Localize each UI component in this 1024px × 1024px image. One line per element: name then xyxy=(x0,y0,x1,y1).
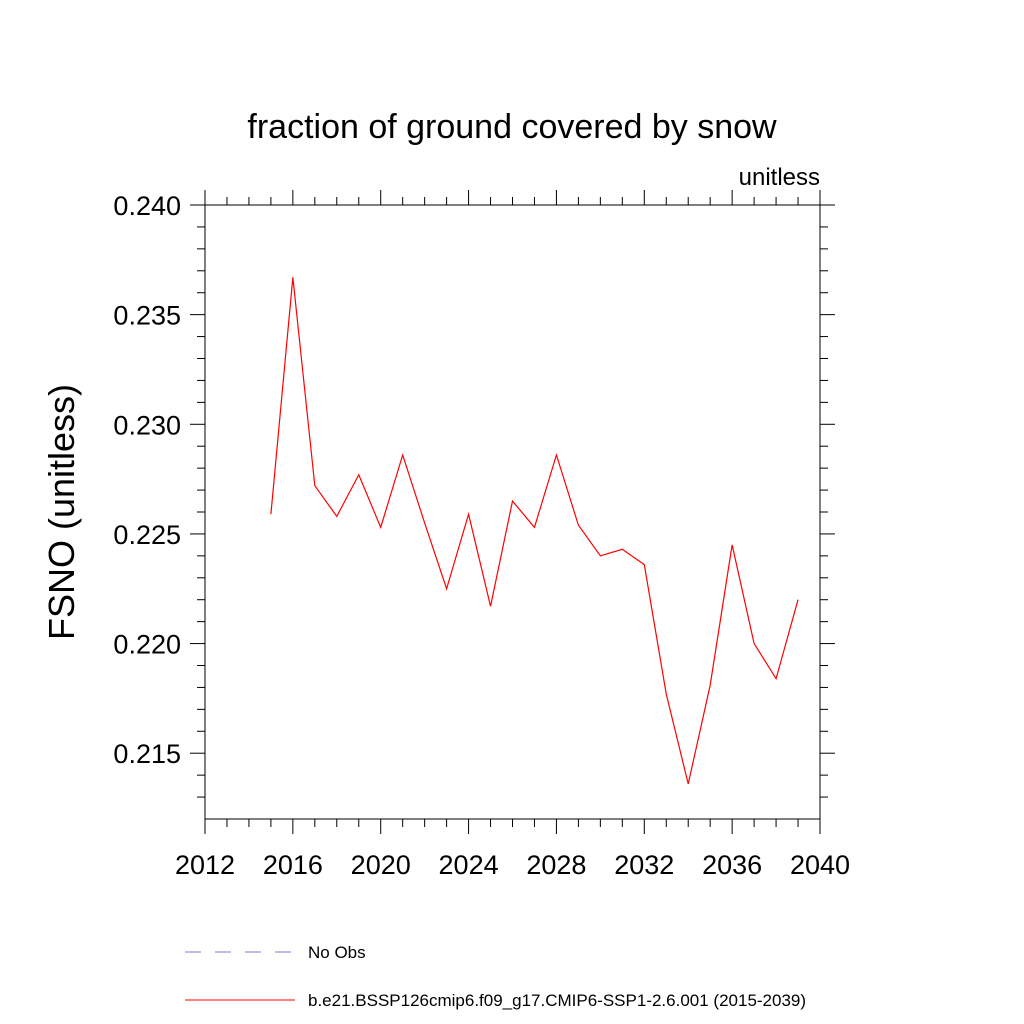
plot-frame xyxy=(204,204,821,820)
x-tick-label: 2024 xyxy=(439,850,499,880)
y-tick-label: 0.225 xyxy=(113,520,181,550)
chart-title: fraction of ground covered by snow xyxy=(247,108,777,146)
series-line xyxy=(270,277,799,785)
axis-ticks xyxy=(190,190,835,834)
y-axis-label: FSNO (unitless) xyxy=(41,384,82,640)
legend-label: b.e21.BSSP126cmip6.f09_g17.CMIP6-SSP1-2.… xyxy=(308,991,806,1010)
y-tick-label: 0.235 xyxy=(113,301,181,331)
legend-label: No Obs xyxy=(308,943,366,962)
x-tick-label: 2032 xyxy=(614,850,674,880)
series-layer xyxy=(270,277,799,785)
x-tick-label: 2036 xyxy=(702,850,762,880)
x-tick-label: 2020 xyxy=(351,850,411,880)
tick-labels: 2012 2016 2020 2024 2028 2032 2036 2040 0.215 0.2… xyxy=(113,191,850,880)
x-tick-label: 2028 xyxy=(526,850,586,880)
y-tick-label: 0.230 xyxy=(113,410,181,440)
y-tick-label: 0.215 xyxy=(113,739,181,769)
units-label: unitless xyxy=(739,164,820,191)
y-tick-label: 0.220 xyxy=(113,630,181,660)
x-tick-label: 2016 xyxy=(263,850,323,880)
y-tick-label: 0.240 xyxy=(113,191,181,221)
legend: No Obs b.e21.BSSP126cmip6.f09_g17.CMIP6-S… xyxy=(185,943,806,1010)
x-tick-label: 2012 xyxy=(175,850,235,880)
x-tick-label: 2040 xyxy=(790,850,850,880)
